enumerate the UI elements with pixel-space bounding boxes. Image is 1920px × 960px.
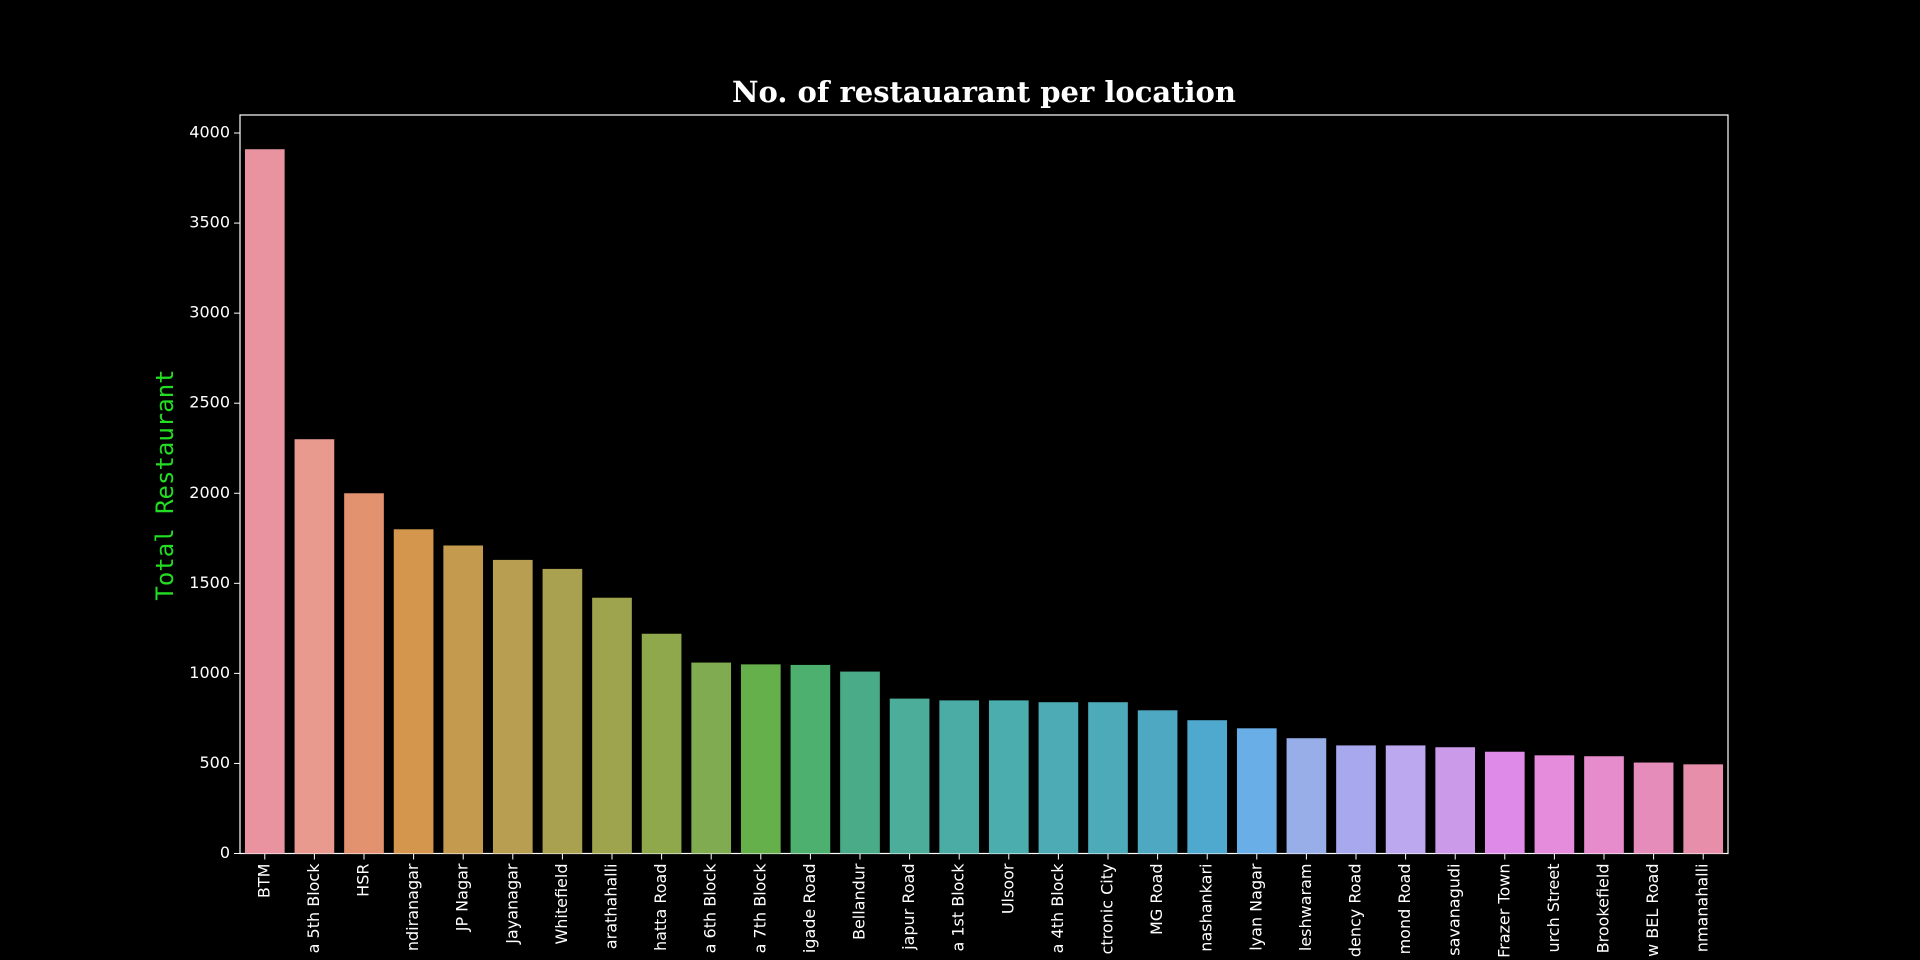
bar	[393, 529, 434, 854]
bar	[492, 559, 533, 854]
bar	[988, 700, 1029, 854]
x-tick-label: Jayanagar	[502, 863, 521, 945]
bar	[1038, 702, 1079, 854]
y-tick-label: 0	[220, 843, 230, 862]
bar	[1633, 762, 1674, 854]
x-tick-label: a 1st Block	[949, 863, 968, 952]
y-tick-label: 3500	[189, 213, 230, 232]
x-tick-label: a 5th Block	[304, 863, 323, 954]
x-tick-label: leshwaram	[1296, 864, 1315, 952]
bar	[244, 149, 285, 854]
x-tick-label: a 6th Block	[701, 863, 720, 954]
y-tick-label: 2500	[189, 393, 230, 412]
bar	[691, 662, 732, 854]
y-tick-label: 1500	[189, 573, 230, 592]
bar	[443, 545, 484, 854]
x-tick-label: nashankari	[1197, 864, 1216, 952]
bar	[1385, 745, 1426, 854]
y-tick-label: 500	[199, 753, 230, 772]
plot-frame	[239, 114, 1729, 855]
bar	[1236, 728, 1277, 854]
bar	[1088, 702, 1128, 854]
x-tick-label: Whitefield	[552, 864, 571, 945]
x-tick-label: HSR	[354, 864, 373, 897]
bar	[1435, 747, 1476, 854]
bar	[294, 439, 335, 854]
x-tick-label: MG Road	[1147, 864, 1166, 935]
x-tick-label: a 4th Block	[1048, 863, 1067, 954]
x-tick-label: ctronic City	[1098, 864, 1117, 955]
x-tick-label: BTM	[254, 864, 273, 899]
x-tick-label: w BEL Road	[1643, 864, 1662, 957]
x-tick-label: arathahalli	[602, 864, 621, 950]
bar	[344, 493, 384, 854]
x-tick-label: savanagudi	[1445, 864, 1464, 956]
bar	[790, 664, 831, 854]
y-tick-label: 4000	[189, 123, 230, 142]
bar	[840, 671, 880, 854]
x-tick-label: Ulsoor	[998, 863, 1017, 914]
y-tick-label: 2000	[189, 483, 230, 502]
x-tick-label: Bellandur	[850, 863, 869, 940]
x-tick-label: lyan Nagar	[1246, 863, 1265, 951]
x-tick-label: urch Street	[1544, 864, 1563, 953]
bar	[592, 597, 632, 854]
bar	[1534, 755, 1575, 854]
x-tick-label: dency Road	[1346, 864, 1365, 958]
bar	[1137, 710, 1178, 854]
x-tick-label: a 7th Block	[750, 863, 769, 954]
y-tick-label: 3000	[189, 303, 230, 322]
bar	[740, 664, 781, 854]
bar	[939, 700, 980, 854]
bar	[1584, 756, 1624, 854]
x-tick-label: JP Nagar	[453, 863, 472, 932]
bar	[1286, 738, 1327, 854]
bar	[1683, 764, 1724, 854]
x-tick-label: Brookefield	[1594, 864, 1613, 954]
bar	[542, 568, 583, 854]
y-tick-label: 1000	[189, 663, 230, 682]
y-axis-label: Total Restaurant	[151, 369, 179, 600]
bar	[889, 698, 930, 854]
x-tick-label: igade Road	[800, 864, 819, 954]
x-tick-label: japur Road	[899, 864, 918, 951]
bar	[1187, 720, 1228, 854]
bar	[641, 633, 682, 854]
x-tick-label: Frazer Town	[1494, 864, 1513, 958]
bar	[1336, 745, 1376, 854]
x-tick-label: mond Road	[1395, 864, 1414, 955]
x-tick-label: nmanahalli	[1693, 864, 1712, 953]
x-tick-label: hatta Road	[651, 864, 670, 952]
bar	[1484, 751, 1525, 854]
chart-title: No. of restauarant per location	[732, 75, 1236, 109]
x-tick-label: ndiranagar	[403, 863, 422, 951]
